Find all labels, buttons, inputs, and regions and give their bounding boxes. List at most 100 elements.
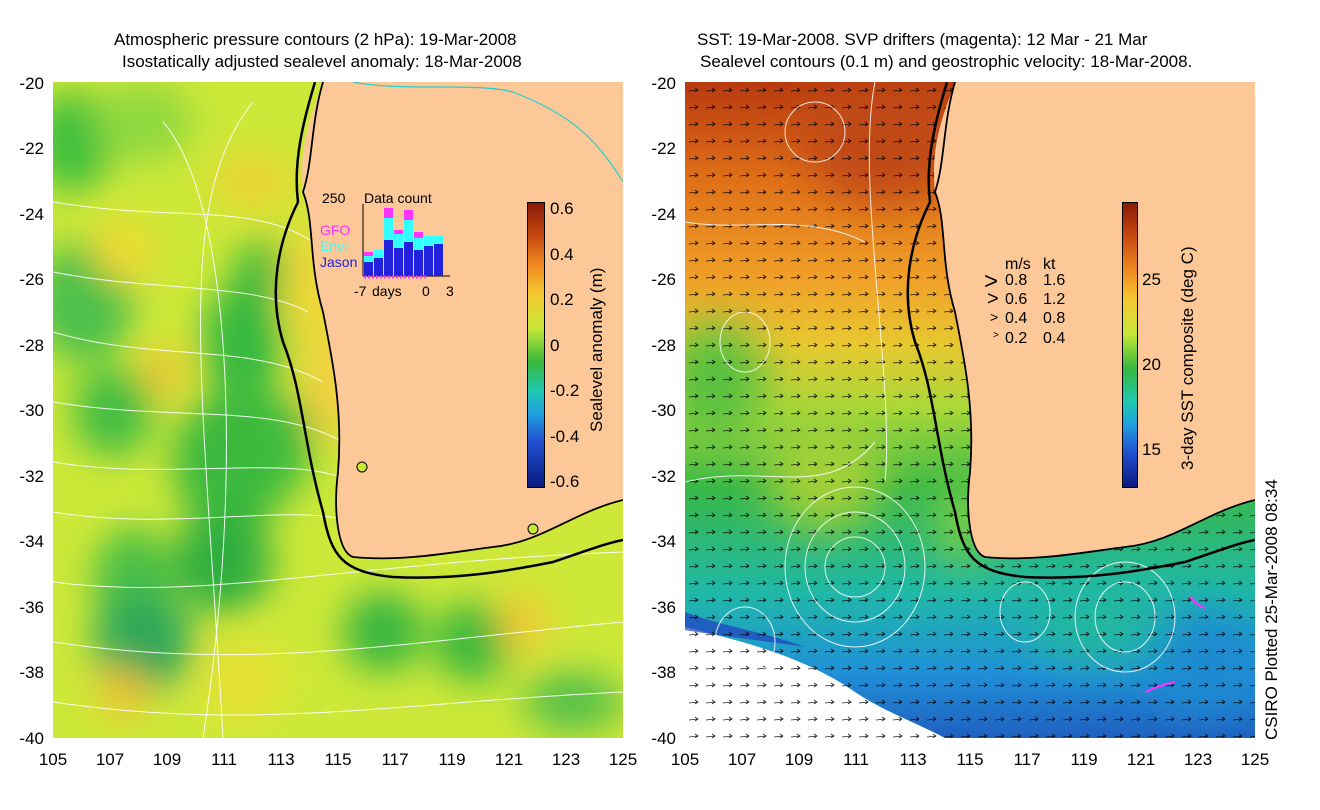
left-title-line2: Isostatically adjusted sealevel anomaly:… <box>122 52 522 71</box>
sla-colorbar <box>527 202 545 488</box>
velocity-key-header-ms: m/s <box>1005 256 1031 273</box>
left-title-line1: Atmospheric pressure contours (2 hPa): 1… <box>114 30 517 49</box>
sst-colorbar-tick: 25 <box>1142 270 1161 289</box>
lat-tick: -40 <box>651 729 676 748</box>
inset-legend-gfo: GFO <box>320 222 351 238</box>
sla-colorbar-title: Sealevel anomaly (m) <box>587 267 606 432</box>
inset-x-days: days <box>372 283 402 299</box>
velocity-key-kt: 0.4 <box>1043 330 1066 347</box>
velocity-key-header-kt: kt <box>1043 256 1056 273</box>
coastline <box>934 82 1255 560</box>
lat-tick: -32 <box>19 467 44 486</box>
inset-ymax: 250 <box>322 190 346 206</box>
inset-bars <box>362 204 450 279</box>
station-marker <box>356 461 368 473</box>
sla-colorbar-tick: -0.6 <box>550 472 580 491</box>
lat-tick: -22 <box>19 139 44 158</box>
lat-tick: -28 <box>19 336 44 355</box>
shelf-break-line <box>906 82 1255 579</box>
sst-canvas <box>685 82 1255 738</box>
lon-tick: 125 <box>608 750 638 769</box>
lat-tick: -26 <box>651 270 676 289</box>
lon-tick: 125 <box>1240 750 1270 769</box>
velocity-key-kt: 0.8 <box>1043 310 1066 327</box>
velocity-key-kt: 1.6 <box>1043 272 1066 289</box>
lon-tick: 123 <box>551 750 581 769</box>
lat-tick: -34 <box>651 532 676 551</box>
right-title-line2: Sealevel contours (0.1 m) and geostrophi… <box>700 52 1193 71</box>
velocity-key-arrow-icon: > <box>984 268 999 295</box>
data-count-inset: 250 Data count GFO Envi Jason -7 days 0 … <box>316 184 462 300</box>
sst-colorbar <box>1122 202 1138 488</box>
lon-tick: 109 <box>784 750 814 769</box>
lon-tick: 117 <box>381 750 409 769</box>
velocity-key-arrow-icon: > <box>993 330 999 341</box>
sla-colorbar-tick: -0.2 <box>550 381 580 400</box>
lat-tick: -20 <box>651 74 676 93</box>
lon-tick: 115 <box>956 750 984 769</box>
lat-tick: -40 <box>19 729 44 748</box>
land-contour-cyan <box>352 82 623 183</box>
lon-tick: 121 <box>1126 750 1156 769</box>
lon-tick: 107 <box>95 750 125 769</box>
coastline <box>302 82 623 560</box>
velocity-key-ms: 0.8 <box>1005 272 1028 289</box>
australia-land <box>934 82 1255 559</box>
lat-tick: -26 <box>19 270 44 289</box>
lon-tick: 119 <box>1070 750 1098 769</box>
lon-tick: 107 <box>727 750 757 769</box>
lat-tick: -28 <box>651 336 676 355</box>
lon-tick: 111 <box>211 750 237 769</box>
inset-x-minus7: -7 <box>354 283 367 299</box>
sla-colorbar-tick: 0 <box>550 336 560 355</box>
velocity-key-ms: 0.4 <box>1005 310 1028 327</box>
sla-colorbar-tick: 0.4 <box>550 245 574 264</box>
plot-credit: CSIRO Plotted 25-Mar-2008 08:34 <box>1262 479 1281 740</box>
lon-tick: 115 <box>324 750 352 769</box>
shelf-break-line <box>274 82 623 579</box>
velocity-key-ms: 0.6 <box>1005 291 1028 308</box>
inset-x-zero: 0 <box>422 283 430 299</box>
lon-tick: 109 <box>152 750 182 769</box>
lat-tick: -36 <box>19 598 44 617</box>
inset-legend-envi: Envi <box>320 238 348 254</box>
svp-drifter-track <box>1144 681 1176 693</box>
lon-tick: 119 <box>438 750 466 769</box>
lon-tick: 105 <box>38 750 68 769</box>
inset-x-three: 3 <box>446 283 454 299</box>
inset-title: Data count <box>364 190 432 206</box>
sst-colorbar-tick: 15 <box>1142 440 1161 459</box>
lon-tick: 113 <box>267 750 295 769</box>
lat-tick: -24 <box>651 205 676 224</box>
svp-drifter-track <box>1189 596 1206 609</box>
lon-tick: 121 <box>494 750 524 769</box>
velocity-key-arrow-icon: > <box>987 288 999 310</box>
lat-tick: -20 <box>19 74 44 93</box>
lon-tick: 105 <box>670 750 700 769</box>
lon-tick: 113 <box>899 750 927 769</box>
lat-tick: -34 <box>19 532 44 551</box>
lat-tick: -38 <box>651 663 676 682</box>
lat-tick: -24 <box>19 205 44 224</box>
sla-colorbar-tick: 0.2 <box>550 290 574 309</box>
sst-map <box>685 82 1255 738</box>
lat-tick: -38 <box>19 663 44 682</box>
lat-tick: -32 <box>651 467 676 486</box>
lat-tick: -36 <box>651 598 676 617</box>
lon-tick: 111 <box>843 750 869 769</box>
right-title-line1: SST: 19-Mar-2008. SVP drifters (magenta)… <box>697 30 1148 49</box>
velocity-key-ms: 0.2 <box>1005 330 1028 347</box>
inset-legend-jason: Jason <box>320 254 358 270</box>
sla-colorbar-tick: -0.4 <box>550 427 580 446</box>
lon-tick: 117 <box>1013 750 1041 769</box>
lon-tick: 123 <box>1183 750 1213 769</box>
lat-tick: -30 <box>651 401 676 420</box>
sst-colorbar-title: 3-day SST composite (deg C) <box>1178 246 1197 470</box>
velocity-key-arrow-icon: > <box>990 309 999 325</box>
velocity-key-kt: 1.2 <box>1043 291 1066 308</box>
lat-tick: -22 <box>651 139 676 158</box>
sealevel-contours <box>685 82 1176 678</box>
lat-tick: -30 <box>19 401 44 420</box>
sla-colorbar-tick: 0.6 <box>550 199 574 218</box>
sst-colorbar-tick: 20 <box>1142 355 1161 374</box>
